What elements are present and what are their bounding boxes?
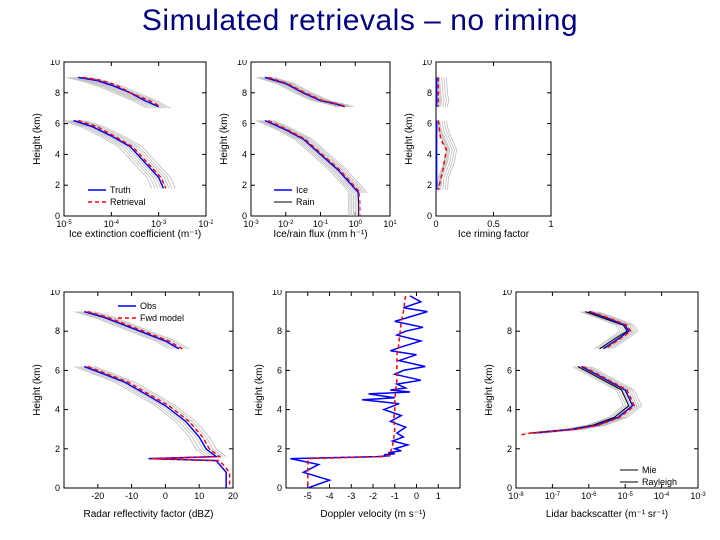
svg-text:10-3: 10-3 bbox=[243, 219, 259, 229]
svg-text:Ice: Ice bbox=[296, 185, 308, 195]
svg-text:Radar reflectivity factor (dBZ: Radar reflectivity factor (dBZ) bbox=[83, 509, 213, 520]
svg-text:10-4: 10-4 bbox=[104, 219, 120, 229]
svg-text:8: 8 bbox=[55, 88, 60, 98]
svg-text:8: 8 bbox=[242, 88, 247, 98]
svg-text:Ice/rain flux (mm h⁻¹): Ice/rain flux (mm h⁻¹) bbox=[273, 229, 367, 240]
svg-text:100: 100 bbox=[349, 219, 363, 229]
panel-p3: 0 2 4 6 8 10 0 0.5 1 Ice riming factor Height (km) bbox=[403, 60, 558, 240]
svg-text:10-5: 10-5 bbox=[618, 491, 634, 501]
svg-text:10-4: 10-4 bbox=[654, 491, 670, 501]
svg-text:-5: -5 bbox=[304, 491, 312, 501]
svg-text:6: 6 bbox=[55, 365, 60, 375]
svg-text:-20: -20 bbox=[91, 491, 104, 501]
svg-text:0: 0 bbox=[433, 219, 438, 229]
svg-text:Height (km): Height (km) bbox=[32, 113, 43, 165]
svg-text:2: 2 bbox=[55, 180, 60, 190]
svg-text:Ice extinction coefficient (m⁻: Ice extinction coefficient (m⁻¹) bbox=[69, 229, 201, 240]
svg-text:Height (km): Height (km) bbox=[404, 113, 415, 165]
panel-p4: 0 2 4 6 8 10 -20 -10 0 10 20 Radar reflectivity fac… bbox=[28, 290, 243, 520]
svg-text:10-6: 10-6 bbox=[581, 491, 597, 501]
svg-text:Doppler velocity (m s⁻¹): Doppler velocity (m s⁻¹) bbox=[320, 509, 425, 520]
svg-text:8: 8 bbox=[277, 326, 282, 336]
svg-text:10-3: 10-3 bbox=[690, 491, 706, 501]
svg-text:10: 10 bbox=[237, 60, 247, 67]
svg-text:0: 0 bbox=[414, 491, 419, 501]
svg-text:10-2: 10-2 bbox=[278, 219, 294, 229]
svg-text:0: 0 bbox=[163, 491, 168, 501]
svg-text:6: 6 bbox=[427, 119, 432, 129]
svg-text:6: 6 bbox=[55, 119, 60, 129]
svg-text:10-2: 10-2 bbox=[198, 219, 213, 229]
svg-text:0: 0 bbox=[277, 483, 282, 493]
panel-p1: 024681010-510-410-310-2Ice extinction co… bbox=[28, 60, 213, 240]
svg-text:6: 6 bbox=[277, 365, 282, 375]
svg-text:8: 8 bbox=[507, 326, 512, 336]
svg-text:Height (km): Height (km) bbox=[254, 364, 265, 416]
svg-text:0.5: 0.5 bbox=[487, 219, 500, 229]
svg-text:2: 2 bbox=[277, 444, 282, 454]
svg-text:4: 4 bbox=[507, 405, 512, 415]
panel-p5: 0 2 4 6 8 10 -5 -4 -3 -2 -1 0 1 Doppler velocity (m s… bbox=[250, 290, 470, 520]
svg-text:Height (km): Height (km) bbox=[32, 364, 43, 416]
svg-text:-3: -3 bbox=[347, 491, 355, 501]
svg-text:Retrieval: Retrieval bbox=[110, 197, 146, 207]
svg-text:4: 4 bbox=[277, 405, 282, 415]
svg-text:4: 4 bbox=[55, 405, 60, 415]
svg-text:101: 101 bbox=[383, 219, 397, 229]
svg-text:10-8: 10-8 bbox=[508, 491, 524, 501]
svg-text:6: 6 bbox=[242, 119, 247, 129]
svg-text:4: 4 bbox=[427, 149, 432, 159]
svg-text:10-3: 10-3 bbox=[151, 219, 167, 229]
panel-p2: 024681010-310-210-1100101Ice/rain flux (… bbox=[218, 60, 398, 240]
svg-text:6: 6 bbox=[507, 365, 512, 375]
svg-text:2: 2 bbox=[427, 180, 432, 190]
svg-text:10-7: 10-7 bbox=[545, 491, 561, 501]
svg-text:10: 10 bbox=[194, 491, 204, 501]
svg-text:20: 20 bbox=[228, 491, 238, 501]
svg-text:Ice riming factor: Ice riming factor bbox=[458, 229, 530, 240]
svg-text:10: 10 bbox=[50, 290, 60, 297]
svg-text:4: 4 bbox=[242, 149, 247, 159]
svg-text:1: 1 bbox=[436, 491, 441, 501]
svg-text:Height (km): Height (km) bbox=[484, 364, 495, 416]
svg-text:1: 1 bbox=[548, 219, 553, 229]
svg-text:Rain: Rain bbox=[296, 197, 315, 207]
svg-text:2: 2 bbox=[507, 444, 512, 454]
svg-text:Lidar backscatter (m⁻¹ sr⁻¹): Lidar backscatter (m⁻¹ sr⁻¹) bbox=[546, 509, 668, 520]
svg-text:Fwd model: Fwd model bbox=[140, 313, 184, 323]
svg-text:8: 8 bbox=[55, 326, 60, 336]
svg-text:-2: -2 bbox=[369, 491, 377, 501]
svg-text:Mie: Mie bbox=[642, 465, 657, 475]
panel-p6: 024681010-810-710-610-510-410-3Lidar bac… bbox=[480, 290, 710, 520]
svg-text:10: 10 bbox=[422, 60, 432, 67]
svg-text:-4: -4 bbox=[325, 491, 333, 501]
svg-text:-10: -10 bbox=[125, 491, 138, 501]
page-title: Simulated retrievals – no riming bbox=[0, 4, 720, 38]
svg-text:2: 2 bbox=[242, 180, 247, 190]
svg-text:0: 0 bbox=[427, 211, 432, 221]
svg-text:Height (km): Height (km) bbox=[219, 113, 230, 165]
svg-text:8: 8 bbox=[427, 88, 432, 98]
svg-text:Rayleigh: Rayleigh bbox=[642, 477, 677, 487]
svg-text:Obs: Obs bbox=[140, 301, 157, 311]
svg-text:10: 10 bbox=[50, 60, 60, 67]
svg-text:0: 0 bbox=[55, 483, 60, 493]
svg-text:2: 2 bbox=[55, 444, 60, 454]
svg-text:Truth: Truth bbox=[110, 185, 131, 195]
svg-text:-1: -1 bbox=[391, 491, 399, 501]
svg-text:4: 4 bbox=[55, 149, 60, 159]
svg-text:10: 10 bbox=[272, 290, 282, 297]
svg-text:10-5: 10-5 bbox=[56, 219, 72, 229]
svg-text:10-1: 10-1 bbox=[313, 219, 329, 229]
svg-text:10: 10 bbox=[502, 290, 512, 297]
